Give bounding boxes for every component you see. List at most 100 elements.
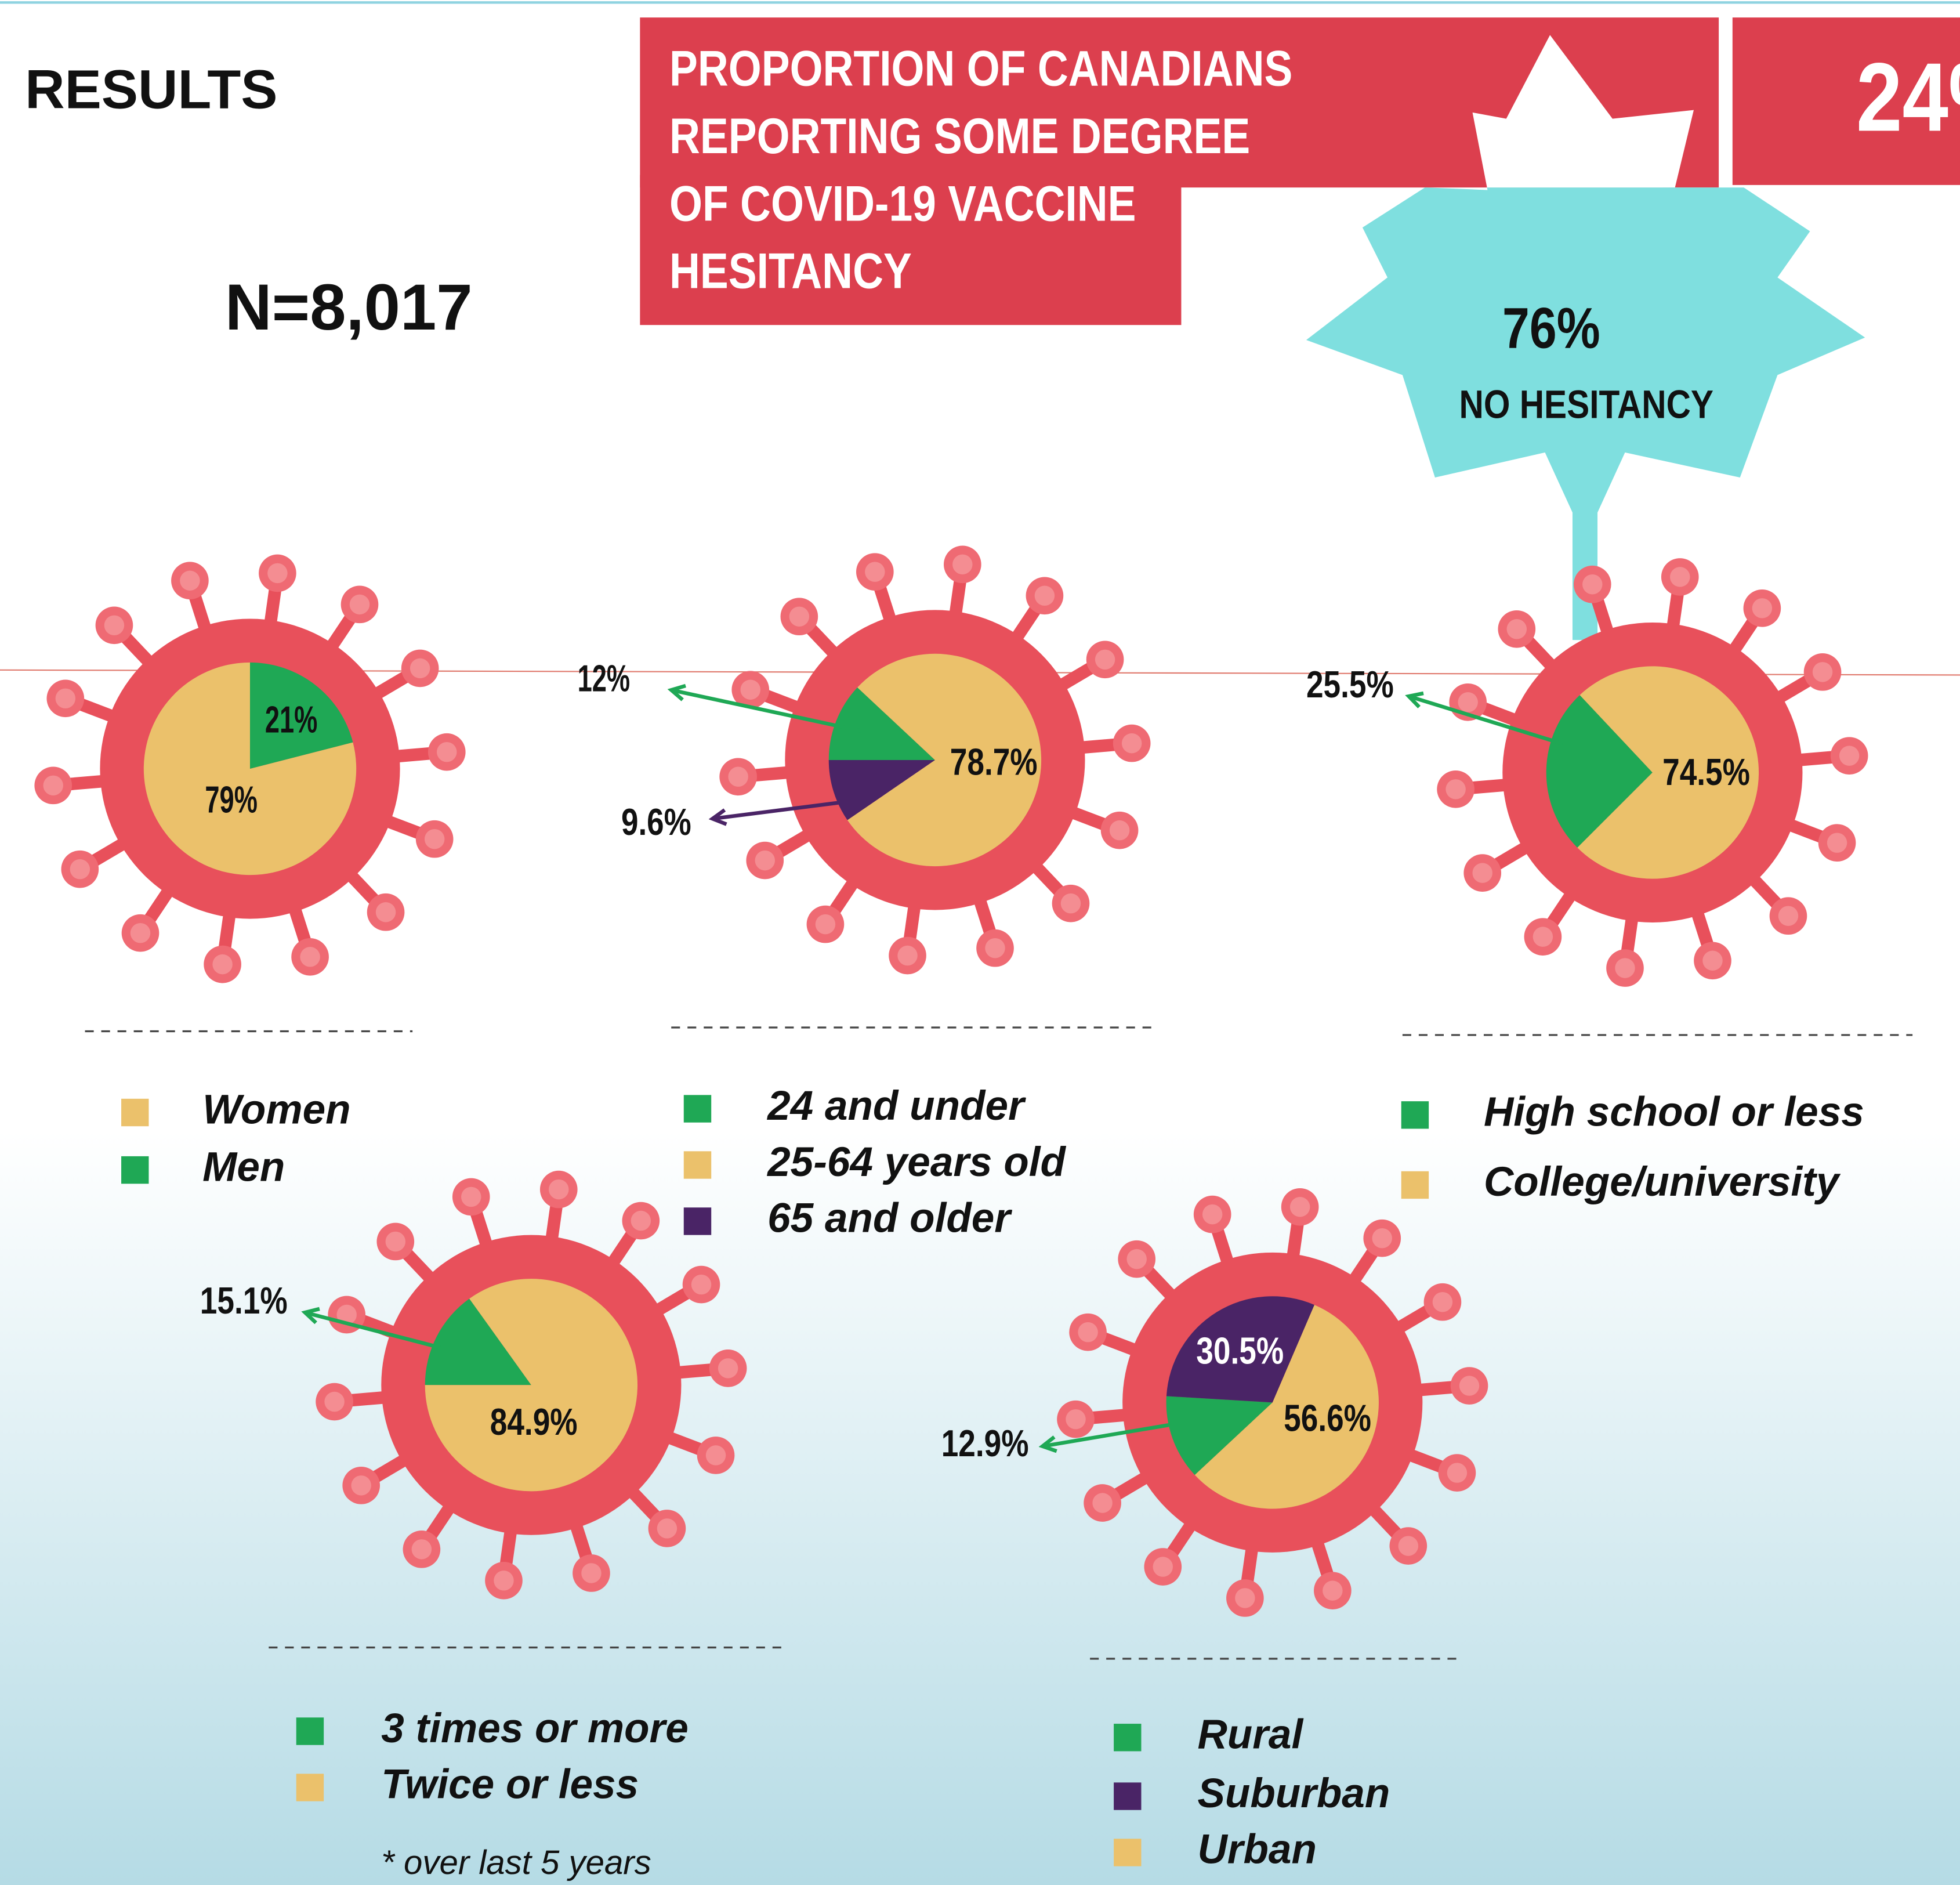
virus-tip-center bbox=[549, 1180, 568, 1199]
virus-tip-center bbox=[1126, 1249, 1146, 1269]
legend-label: Men bbox=[202, 1144, 285, 1190]
legend-label: 25-64 years old bbox=[766, 1139, 1066, 1185]
legend-swatch bbox=[684, 1151, 711, 1178]
virus-tip-center bbox=[897, 946, 917, 965]
page: {"header":{"title":"RESULTS","sample":"N… bbox=[0, 0, 1960, 1885]
legend-label: 65 and older bbox=[767, 1196, 1012, 1242]
legend-swatch bbox=[121, 1156, 148, 1184]
virus-tip-center bbox=[104, 616, 124, 635]
virus-tip-center bbox=[131, 923, 150, 943]
virus-tip-center bbox=[1323, 1580, 1342, 1600]
virus-tip-center bbox=[1433, 1292, 1452, 1312]
virus-tip-center bbox=[461, 1187, 481, 1207]
virus-tip-center bbox=[1110, 820, 1129, 840]
virus-tip-center bbox=[212, 954, 232, 974]
legend-label: College/university bbox=[1484, 1159, 1841, 1205]
virus-tip-center bbox=[865, 562, 885, 581]
no-hesitancy-value: 76% bbox=[1502, 296, 1600, 360]
data-label: 78.7% bbox=[950, 741, 1038, 783]
legend-swatch bbox=[1114, 1782, 1141, 1810]
virus-tip-center bbox=[412, 1539, 432, 1559]
virus-tip-center bbox=[691, 1275, 711, 1294]
virus-tip-center bbox=[1066, 1409, 1085, 1429]
legend-swatch bbox=[1401, 1171, 1429, 1199]
legend-label: 3 times or more bbox=[381, 1706, 689, 1752]
virus-tip-center bbox=[1458, 692, 1477, 712]
virus-tip-center bbox=[1061, 893, 1081, 913]
data-label: 12% bbox=[578, 657, 631, 699]
virus-tip-center bbox=[1399, 1536, 1418, 1555]
data-label: 79% bbox=[205, 778, 258, 820]
data-label: 12.9% bbox=[941, 1422, 1029, 1464]
footnote: * over last 5 years bbox=[381, 1844, 651, 1882]
section-title: RESULTS bbox=[25, 59, 277, 121]
legend-swatch bbox=[296, 1717, 324, 1745]
virus-tip-center bbox=[1702, 951, 1722, 971]
virus-tip-center bbox=[1472, 863, 1492, 882]
banner-line: REPORTING SOME DEGREE bbox=[669, 108, 1250, 164]
virus-tip-center bbox=[1778, 906, 1798, 925]
virus-tip-center bbox=[1507, 619, 1527, 639]
virus-tip-center bbox=[952, 555, 972, 574]
legend-label: Women bbox=[202, 1087, 350, 1133]
hesitant-value: 24% bbox=[1856, 44, 1960, 152]
legend-swatch bbox=[1401, 1101, 1429, 1128]
virus-tip-center bbox=[56, 689, 75, 708]
virus-tip-center bbox=[1153, 1557, 1173, 1576]
no-hesitancy-label: NO HESITANCY bbox=[1459, 382, 1713, 427]
virus-tip-center bbox=[718, 1358, 738, 1378]
virus-tip-center bbox=[351, 1475, 371, 1495]
legend-swatch bbox=[684, 1207, 711, 1235]
virus-tip-center bbox=[1202, 1204, 1222, 1224]
virus-tip-center bbox=[437, 742, 457, 762]
virus-tip-center bbox=[70, 859, 90, 879]
legend-label: Suburban bbox=[1197, 1771, 1390, 1817]
virus-tip-center bbox=[324, 1392, 344, 1412]
legend-label: Twice or less bbox=[381, 1762, 639, 1808]
legend-swatch bbox=[1114, 1724, 1141, 1751]
virus-tip-center bbox=[631, 1211, 651, 1231]
legend-swatch bbox=[296, 1774, 324, 1801]
virus-tip-center bbox=[1813, 662, 1832, 682]
virus-tip-center bbox=[581, 1563, 601, 1583]
legend-label: 24 and under bbox=[766, 1083, 1026, 1129]
virus-tip-center bbox=[1122, 733, 1142, 753]
virus-tip-center bbox=[300, 947, 320, 967]
virus-tip-center bbox=[1670, 567, 1690, 587]
virus-tip-center bbox=[1035, 586, 1055, 606]
virus-tip-center bbox=[789, 606, 809, 626]
virus-tip-center bbox=[728, 767, 748, 787]
sample-size: N=8,017 bbox=[225, 271, 473, 343]
virus-tip-center bbox=[1615, 958, 1635, 978]
virus-tip-center bbox=[410, 659, 430, 678]
virus-tip-center bbox=[267, 563, 287, 583]
virus-tip-center bbox=[1445, 779, 1465, 799]
virus-tip-center bbox=[706, 1445, 726, 1465]
legend-label: Rural bbox=[1197, 1712, 1303, 1758]
virus-tip-center bbox=[1095, 650, 1115, 670]
virus-tip-center bbox=[1533, 927, 1553, 946]
legend-swatch bbox=[684, 1095, 711, 1122]
data-label: 74.5% bbox=[1662, 751, 1750, 793]
virus-tip-center bbox=[376, 902, 396, 922]
virus-tip-center bbox=[1290, 1197, 1310, 1217]
banner-line: OF COVID-19 VACCINE bbox=[669, 176, 1136, 231]
virus-tip-center bbox=[755, 851, 775, 870]
virus-tip-center bbox=[741, 680, 760, 700]
legend-label: Urban bbox=[1197, 1827, 1316, 1873]
legend-label: High school or less bbox=[1484, 1090, 1864, 1135]
virus-tip-center bbox=[180, 571, 200, 591]
data-label: 30.5% bbox=[1196, 1329, 1284, 1372]
virus-tip-center bbox=[386, 1232, 405, 1251]
data-label: 84.9% bbox=[490, 1401, 578, 1443]
data-label: 25.5% bbox=[1306, 663, 1394, 705]
virus-tip-center bbox=[1752, 598, 1772, 618]
virus-tip-center bbox=[494, 1571, 513, 1590]
virus-tip-center bbox=[1078, 1322, 1097, 1342]
virus-tip-center bbox=[816, 914, 835, 934]
banner-line: HESITANCY bbox=[669, 243, 912, 299]
virus-tip-center bbox=[1235, 1588, 1255, 1608]
virus-tip-center bbox=[1092, 1493, 1112, 1513]
virus-tip-center bbox=[43, 776, 63, 795]
banner-line: PROPORTION OF CANADIANS bbox=[669, 41, 1292, 96]
